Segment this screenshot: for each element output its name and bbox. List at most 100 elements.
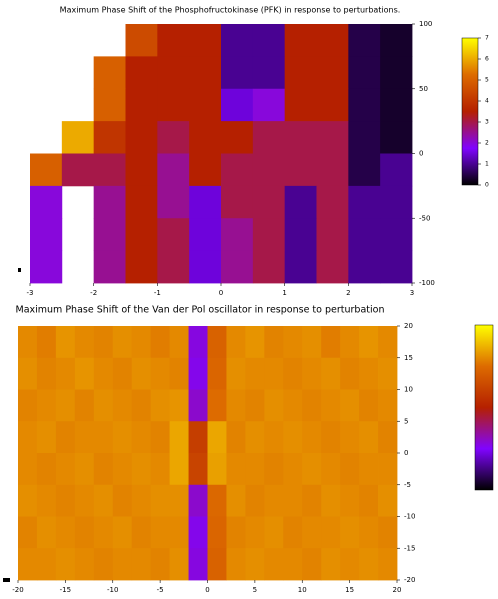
- heatmap-cell: [55, 421, 76, 454]
- heatmap-cell: [125, 185, 158, 219]
- heatmap-cell: [131, 357, 152, 390]
- heatmap-cell: [245, 516, 265, 549]
- heatmap-cell: [169, 484, 189, 517]
- heatmap-cell: [302, 357, 322, 390]
- heatmap-cell: [283, 516, 303, 549]
- heatmap-cell: [221, 185, 254, 219]
- heatmap-cell: [131, 326, 152, 359]
- heatmap-cell: [245, 453, 265, 486]
- heatmap-cell: [189, 218, 222, 252]
- heatmap-cell: [74, 548, 95, 581]
- heatmap-cell: [150, 453, 170, 486]
- heatmap-cell: [131, 484, 152, 517]
- y-tick-label: -15: [404, 544, 415, 552]
- heatmap-cell: [378, 453, 398, 486]
- heatmap-cell: [252, 24, 286, 57]
- heatmap-cell: [245, 484, 265, 517]
- heatmap-cell: [112, 421, 133, 454]
- heatmap-cell: [348, 121, 381, 154]
- heatmap-cell: [18, 421, 38, 454]
- heatmap-cell: [359, 389, 379, 422]
- heatmap-cell: [93, 453, 114, 486]
- heatmap-cell: [188, 421, 208, 454]
- heatmap-cell: [150, 516, 170, 549]
- heatmap-cell: [74, 516, 95, 549]
- heatmap-cell: [380, 218, 413, 252]
- heatmap-cell: [316, 218, 349, 252]
- heatmap-cell: [340, 326, 360, 359]
- heatmap-cell: [321, 389, 341, 422]
- heatmap-cell: [252, 250, 286, 284]
- heatmap-cell: [61, 121, 95, 154]
- heatmap-cell: [150, 421, 170, 454]
- heatmap-cell: [150, 326, 170, 359]
- heatmap-cell: [378, 548, 398, 581]
- heatmap-cell: [36, 484, 57, 517]
- heatmap-cell: [359, 548, 379, 581]
- heatmap-cell: [245, 389, 265, 422]
- heatmap-cell: [55, 453, 76, 486]
- heatmap-cell: [188, 389, 208, 422]
- heatmap-cell: [316, 153, 349, 187]
- heatmap-cell: [316, 250, 349, 284]
- heatmap-cell: [169, 516, 189, 549]
- x-tick-label: 20: [393, 586, 402, 594]
- heatmap-cell: [283, 453, 303, 486]
- heatmap-cell: [188, 516, 208, 549]
- heatmap-cell: [157, 153, 190, 187]
- heatmap-cell: [55, 326, 76, 359]
- heatmap-cell: [245, 326, 265, 359]
- heatmap-cell: [189, 88, 222, 122]
- x-tick-label: -10: [107, 586, 118, 594]
- heatmap-cell: [125, 56, 158, 90]
- heatmap-cell: [380, 250, 413, 284]
- heatmap-cell: [378, 516, 398, 549]
- heatmap-cell: [264, 357, 284, 390]
- heatmap-cell: [207, 357, 227, 390]
- heatmap-cell: [348, 218, 381, 252]
- heatmap-cell: [36, 326, 57, 359]
- heatmap-cell: [169, 548, 189, 581]
- heatmap-cell: [284, 56, 317, 90]
- heatmap-cell: [157, 56, 190, 90]
- heatmap-cell: [157, 88, 190, 122]
- x-tick-label: 0: [205, 586, 209, 594]
- heatmap-cell: [74, 421, 95, 454]
- heatmap-cell: [252, 218, 286, 252]
- heatmap-cell: [112, 516, 133, 549]
- heatmap-cell: [378, 484, 398, 517]
- heatmap-cell: [221, 88, 254, 122]
- heatmap-cell: [157, 185, 190, 219]
- heatmap-cell: [189, 56, 222, 90]
- heatmap-cell: [150, 484, 170, 517]
- heatmap-cell: [245, 357, 265, 390]
- marker: [18, 268, 21, 272]
- heatmap-cell: [169, 453, 189, 486]
- y-tick-label: -100: [419, 279, 435, 287]
- heatmap-cell: [340, 484, 360, 517]
- heatmap-cell: [221, 153, 254, 187]
- heatmap-cell: [112, 484, 133, 517]
- y-tick-label: 5: [404, 417, 408, 425]
- heatmap-cell: [321, 453, 341, 486]
- colorbar-tick-label: 7: [485, 35, 489, 42]
- heatmap-cell: [348, 24, 381, 57]
- heatmap-cell: [112, 453, 133, 486]
- colorbar-tick-label: 5: [485, 77, 489, 84]
- heatmap-cell: [55, 357, 76, 390]
- heatmap-cell: [61, 153, 95, 187]
- x-tick-label: -5: [157, 586, 164, 594]
- heatmap-cell: [55, 548, 76, 581]
- heatmap-cell: [36, 357, 57, 390]
- heatmap-cell: [74, 389, 95, 422]
- heatmap-cell: [321, 516, 341, 549]
- heatmap-cell: [131, 548, 152, 581]
- x-tick-label: 5: [253, 586, 257, 594]
- heatmap-cell: [207, 326, 227, 359]
- heatmap-cell: [321, 548, 341, 581]
- heatmap-cell: [125, 250, 158, 284]
- heatmap-cell: [316, 88, 349, 122]
- colorbar-tick-label: 2: [485, 140, 489, 147]
- heatmap-cell: [93, 88, 126, 122]
- heatmap-cell: [252, 153, 286, 187]
